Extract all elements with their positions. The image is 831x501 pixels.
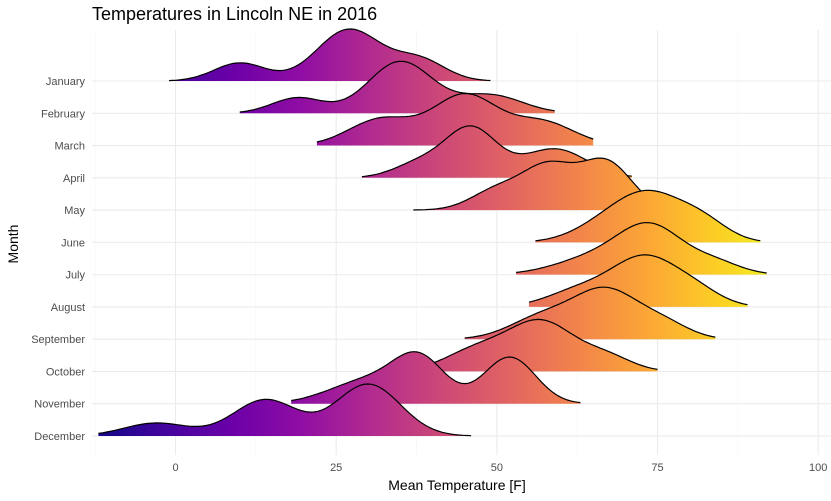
- y-tick-label: January: [46, 76, 86, 88]
- y-tick-label: December: [34, 431, 85, 443]
- y-tick-label: May: [64, 205, 85, 217]
- ridge-line-august: [528, 254, 748, 306]
- ridge-line-march: [316, 92, 594, 143]
- x-tick-label: 75: [651, 462, 663, 474]
- ridge-line-may: [413, 157, 677, 211]
- y-tick-label: March: [54, 141, 85, 153]
- ridge-line-december: [98, 383, 472, 437]
- x-tick-label: 100: [809, 462, 827, 474]
- y-tick-label: August: [51, 302, 85, 314]
- ridge-line-february: [239, 60, 555, 113]
- y-tick-label: February: [41, 108, 86, 120]
- y-axis-title: Month: [5, 225, 21, 264]
- ridge-line-january: [169, 28, 491, 82]
- ridge-fill-july: [516, 222, 767, 275]
- ridge-line-september: [464, 286, 716, 339]
- x-tick-label: 25: [330, 462, 342, 474]
- chart-title: Temperatures in Lincoln NE in 2016: [92, 4, 377, 24]
- y-tick-label: June: [61, 237, 85, 249]
- x-axis-labels: 0 25 50 75 100: [172, 462, 827, 474]
- ridge-fill-march: [316, 93, 594, 146]
- ridge-line-july: [516, 221, 767, 274]
- ridge-fill-june: [535, 190, 761, 243]
- y-tick-label: July: [65, 270, 85, 282]
- ridge-fill-january: [169, 29, 491, 81]
- y-tick-label: November: [34, 399, 85, 411]
- x-tick-label: 50: [491, 462, 503, 474]
- x-tick-label: 0: [172, 462, 178, 474]
- y-axis-labels: January February March April May June July Augu…: [31, 76, 85, 443]
- ridge-fill-may: [413, 158, 677, 211]
- ridge-fill-december: [98, 384, 472, 436]
- y-tick-label: September: [31, 334, 85, 346]
- y-tick-label: October: [46, 366, 85, 378]
- x-axis-title: Mean Temperature [F]: [388, 477, 525, 493]
- ridge-line-november: [291, 351, 581, 404]
- y-tick-label: April: [63, 173, 85, 185]
- ridge-line-june: [535, 189, 761, 242]
- ridges: [98, 28, 767, 437]
